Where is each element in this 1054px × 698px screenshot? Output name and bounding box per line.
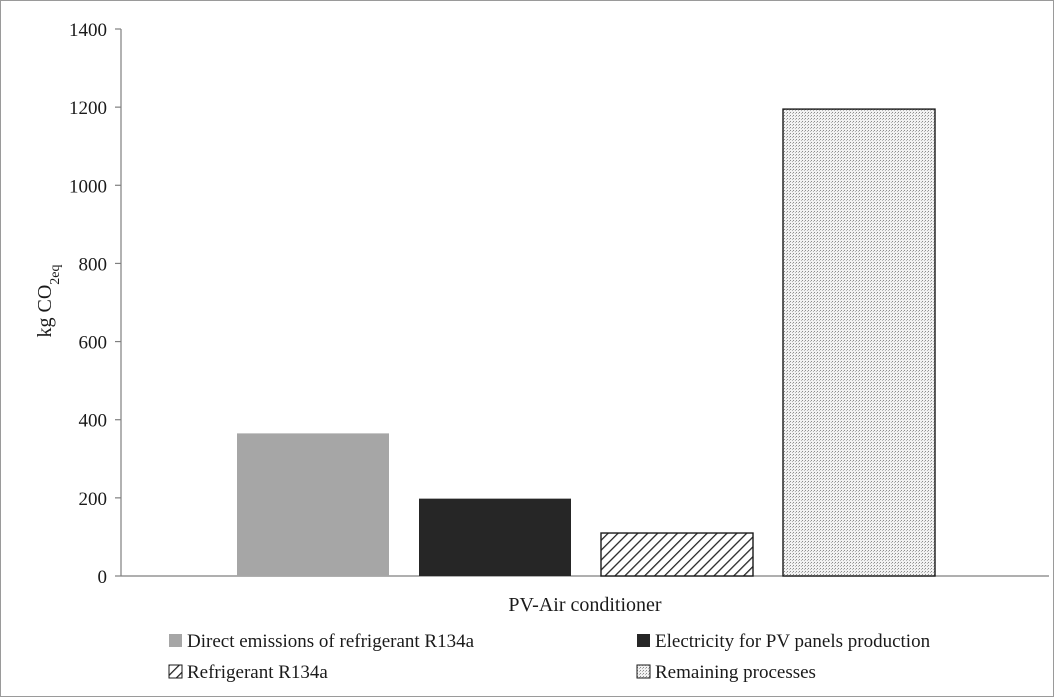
bar-4 [782, 108, 936, 577]
y-tick-label: 1000 [69, 176, 107, 197]
bar-1 [237, 433, 389, 576]
y-axis-title: kg CO2eq [34, 264, 63, 337]
bars [237, 108, 936, 577]
y-tick-label: 1400 [69, 20, 107, 41]
legend-label: Refrigerant R134a [187, 662, 328, 683]
legend-item-3: Refrigerant R134a [168, 662, 328, 683]
legend-swatch [169, 634, 182, 647]
y-tick-label: 600 [79, 333, 108, 354]
legend: Direct emissions of refrigerant R134a Ele… [168, 631, 931, 683]
y-tick-label: 1200 [69, 98, 107, 119]
legend-swatch [168, 664, 183, 679]
legend-label: Remaining processes [655, 662, 816, 683]
legend-item-4: Remaining processes [636, 662, 816, 683]
y-tick-label: 800 [79, 254, 108, 275]
y-tick-label: 200 [79, 489, 108, 510]
legend-label: Direct emissions of refrigerant R134a [187, 631, 475, 652]
y-tick-label: 400 [79, 411, 108, 432]
bar-2 [419, 498, 571, 576]
x-axis-title: PV-Air conditioner [508, 594, 661, 616]
legend-item-2: Electricity for PV panels production [637, 631, 931, 652]
y-tick-label: 0 [98, 567, 108, 588]
legend-label: Electricity for PV panels production [655, 631, 931, 652]
y-axis-title-subscript: 2eq [48, 264, 63, 284]
legend-swatch [637, 634, 650, 647]
y-ticks: 0 200 400 600 800 1000 1200 1400 [69, 20, 121, 588]
legend-item-1: Direct emissions of refrigerant R134a [169, 631, 475, 652]
bar-3 [600, 532, 754, 577]
legend-swatch [636, 664, 651, 679]
